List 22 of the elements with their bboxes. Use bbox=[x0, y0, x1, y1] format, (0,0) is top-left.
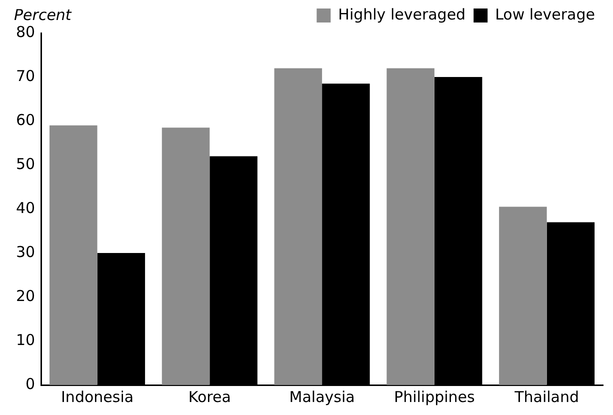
y-tick-label: 40 bbox=[16, 198, 36, 217]
bar bbox=[50, 125, 98, 385]
x-tick-label: Thailand bbox=[514, 388, 580, 406]
x-tick-label: Philippines bbox=[394, 388, 476, 406]
bar bbox=[274, 68, 322, 385]
x-tick-label: Indonesia bbox=[61, 388, 134, 406]
y-tick-label: 50 bbox=[16, 154, 36, 173]
bar bbox=[162, 128, 210, 385]
y-tick-label: 80 bbox=[16, 22, 36, 41]
y-tick-label: 70 bbox=[16, 66, 36, 85]
y-tick-label: 0 bbox=[26, 374, 36, 393]
bar bbox=[499, 206, 547, 385]
y-tick-label: 60 bbox=[16, 110, 36, 129]
y-tick-label: 10 bbox=[16, 330, 36, 349]
y-tick-label: 20 bbox=[16, 286, 36, 305]
x-tick-label: Korea bbox=[188, 388, 231, 406]
y-tick-label: 30 bbox=[16, 242, 36, 261]
x-tick-label: Malaysia bbox=[289, 388, 355, 406]
legend-label: Highly leveraged bbox=[338, 5, 466, 24]
legend-label: Low leverage bbox=[495, 5, 596, 24]
y-axis-title: Percent bbox=[14, 6, 72, 24]
bar bbox=[386, 68, 434, 385]
